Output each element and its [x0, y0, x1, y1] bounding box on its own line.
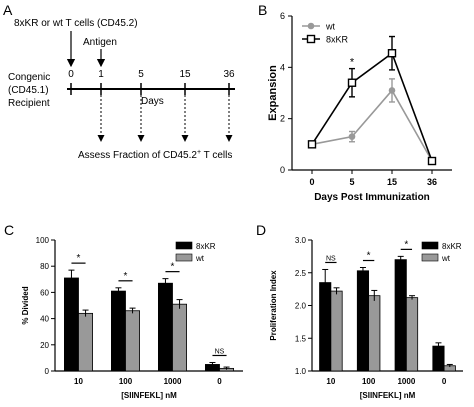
legend-label: 8xKR [442, 242, 462, 251]
x-tick-label: 100 [362, 377, 376, 386]
y-tick-label: 2 [280, 114, 285, 124]
series-line [311, 89, 433, 162]
legend-label: wt [195, 254, 205, 263]
x-tick-label: 10 [326, 377, 335, 386]
x-tick-label: 36 [427, 177, 437, 187]
x-tick-label: 0 [442, 377, 447, 386]
panel-letter-d: D [256, 222, 267, 238]
x-tick-label: 1000 [164, 377, 182, 386]
significance-marker: * [367, 251, 371, 262]
panel-letter-c: C [4, 222, 15, 238]
bar [319, 282, 332, 372]
bar [394, 259, 407, 372]
legend-label: 8xKR [326, 35, 349, 45]
y-tick-label: 6 [280, 11, 285, 21]
y-tick-label: 3.0 [295, 236, 307, 245]
legend-swatch [175, 253, 193, 262]
legend-swatch [421, 241, 439, 250]
x-tick-label: 0 [309, 177, 314, 187]
y-tick-label: 2.0 [295, 302, 307, 311]
panel-letter-b: B [258, 2, 268, 18]
legend-marker [307, 22, 315, 30]
x-tick-label: 5 [349, 177, 354, 187]
y-tick-label: 0 [280, 165, 285, 175]
bar [405, 297, 419, 372]
significance-marker: * [404, 239, 408, 250]
bar [368, 295, 381, 372]
bar [432, 345, 445, 372]
bar [356, 270, 370, 372]
y-tick-label: 80 [40, 262, 49, 271]
bar [330, 290, 343, 372]
significance-marker: * [171, 262, 175, 273]
data-point [348, 133, 356, 140]
y-tick-label: 1.0 [295, 367, 307, 376]
y-tick-label: 2.5 [295, 269, 307, 278]
y-tick-label: 0 [45, 367, 50, 376]
significance-marker: * [350, 57, 355, 69]
legend-label: 8xKR [196, 242, 216, 251]
y-tick-label: 1.5 [295, 334, 307, 343]
y-tick-label: 100 [36, 236, 50, 245]
legend-label: wt [325, 22, 335, 32]
legend-marker [306, 34, 316, 44]
y-tick-label: 40 [40, 315, 49, 324]
legend-swatch [421, 253, 439, 262]
y-axis-title: Proliferation Index [269, 270, 278, 341]
y-tick-label: 4 [280, 62, 285, 72]
data-point [387, 49, 397, 58]
x-axis-title: [SIINFEKL] nM [121, 391, 177, 400]
series-line [311, 51, 433, 162]
x-axis-title: [SIINFEKL] nM [360, 391, 416, 400]
x-axis-title: Days Post Immunization [314, 192, 430, 203]
data-point [307, 140, 317, 149]
significance-marker: * [124, 271, 128, 282]
x-tick-label: 10 [74, 377, 83, 386]
significance-marker: NS [326, 255, 336, 262]
y-axis-title: Expansion [267, 65, 279, 121]
x-tick-label: 100 [119, 377, 133, 386]
significance-marker: NS [215, 348, 225, 355]
panel-letter-a: A [3, 2, 13, 18]
y-tick-label: 60 [40, 288, 49, 297]
x-tick-label: 1000 [397, 377, 415, 386]
legend-swatch [175, 241, 193, 250]
y-axis-title: % Divided [21, 286, 30, 324]
y-tick-label: 20 [40, 341, 49, 350]
significance-marker: * [77, 253, 81, 264]
x-tick-label: 0 [217, 377, 222, 386]
data-point [347, 78, 357, 87]
x-tick-label: 15 [387, 177, 397, 187]
data-point [427, 156, 437, 166]
legend-label: wt [441, 254, 451, 263]
data-point [388, 87, 396, 94]
